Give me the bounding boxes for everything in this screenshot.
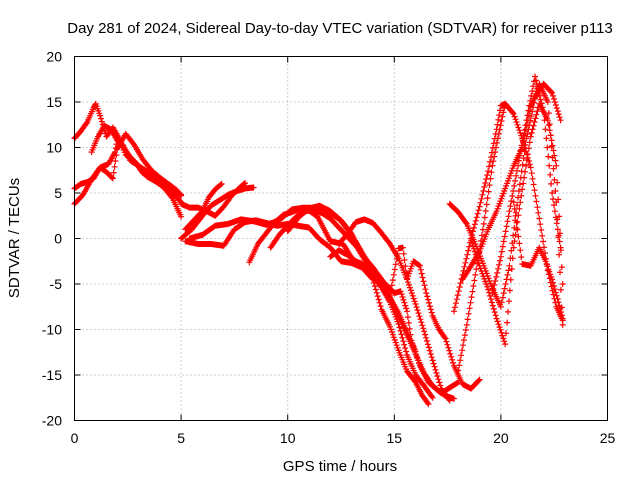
x-tick-label: 5 xyxy=(177,430,185,446)
y-tick-label: -20 xyxy=(42,413,62,429)
y-tick-label: -5 xyxy=(50,276,63,292)
series-markers xyxy=(335,216,453,404)
series-markers xyxy=(186,204,436,401)
data-series xyxy=(88,122,185,220)
y-tick-label: 20 xyxy=(46,49,62,65)
x-tick-label: 0 xyxy=(71,430,79,446)
series-markers xyxy=(71,130,185,207)
data-series xyxy=(71,130,185,207)
y-tick-label: 15 xyxy=(46,94,62,110)
y-tick-label: -15 xyxy=(42,367,62,383)
y-tick-label: -10 xyxy=(42,322,62,338)
x-axis-label: GPS time / hours xyxy=(283,458,397,475)
data-series xyxy=(510,199,566,322)
data-points xyxy=(71,73,566,408)
y-tick-label: 10 xyxy=(46,140,62,156)
data-series xyxy=(335,216,453,404)
data-series xyxy=(178,180,249,219)
plot-frame xyxy=(74,56,608,421)
chart-title: Day 281 of 2024, Sidereal Day-to-day VTE… xyxy=(67,20,613,37)
x-tick-label: 25 xyxy=(600,430,616,446)
data-series xyxy=(182,180,225,233)
series-markers xyxy=(489,73,564,297)
x-tick-label: 20 xyxy=(493,430,509,446)
y-tick-label: 5 xyxy=(54,185,62,201)
series-markers xyxy=(88,122,185,220)
y-axis-label: SDTVAR / TECUs xyxy=(6,178,23,298)
series-markers xyxy=(182,180,225,233)
data-series xyxy=(451,100,509,315)
series-markers xyxy=(451,100,509,315)
x-tick-label: 15 xyxy=(387,430,403,446)
data-series xyxy=(186,204,436,401)
series-markers xyxy=(178,180,249,219)
series-markers xyxy=(510,199,566,322)
data-series xyxy=(489,73,564,297)
x-tick-label: 10 xyxy=(280,430,296,446)
y-tick-label: 0 xyxy=(54,231,62,247)
